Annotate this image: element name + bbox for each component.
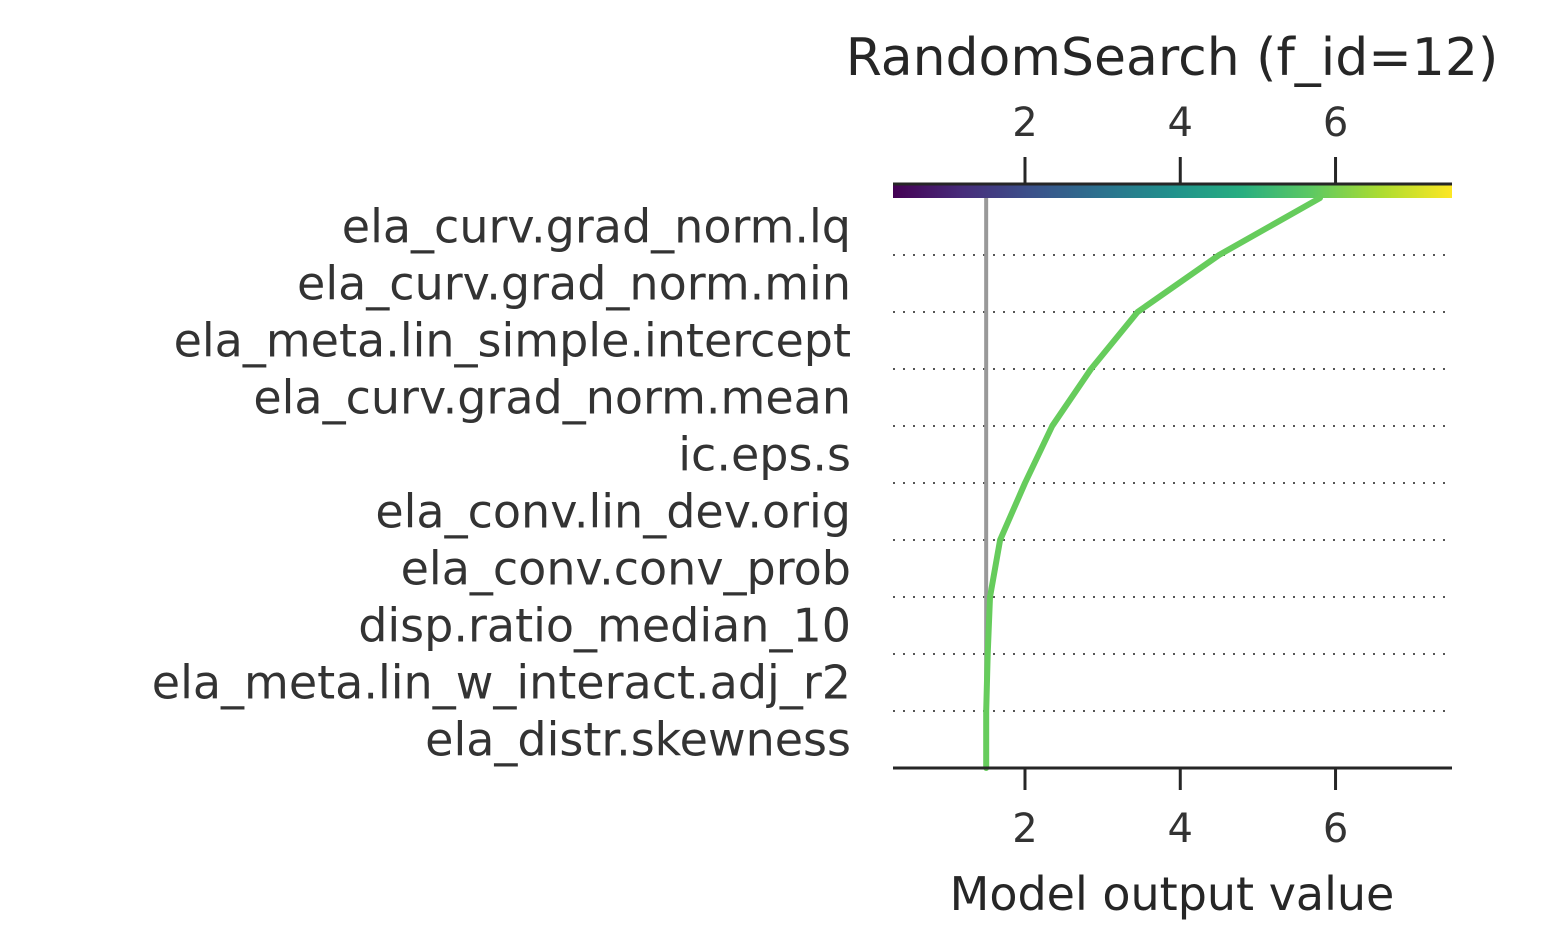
- feature-label: disp.ratio_median_10: [358, 599, 851, 653]
- feature-label: ela_conv.conv_prob: [401, 542, 851, 596]
- feature-label: ela_meta.lin_w_interact.adj_r2: [152, 656, 851, 710]
- feature-label: ela_conv.lin_dev.orig: [375, 485, 851, 539]
- feature-label: ela_curv.grad_norm.lq: [342, 200, 851, 254]
- feature-labels: ela_curv.grad_norm.lqela_curv.grad_norm.…: [152, 200, 851, 767]
- chart-title: RandomSearch (f_id=12): [846, 28, 1499, 88]
- feature-label: ela_curv.grad_norm.mean: [253, 371, 851, 425]
- feature-label: ela_distr.skewness: [425, 713, 851, 767]
- feature-label: ic.eps.s: [678, 428, 851, 482]
- series-layer: [983, 195, 1323, 771]
- axes: 2 2 4 4 6 6: [893, 100, 1452, 852]
- top-tick-label: 4: [1168, 100, 1193, 146]
- colorbar: [893, 184, 1452, 198]
- top-tick-label: 6: [1323, 100, 1348, 146]
- bottom-tick-label: 4: [1168, 806, 1193, 852]
- feature-label: ela_meta.lin_simple.intercept: [174, 314, 851, 368]
- top-tick-label: 2: [1012, 100, 1037, 146]
- decision-path-line: [983, 195, 1323, 771]
- feature-label: ela_curv.grad_norm.min: [297, 257, 851, 311]
- x-axis-label: Model output value: [950, 867, 1395, 921]
- grid-lines: [893, 254, 1448, 712]
- bottom-tick-label: 2: [1012, 806, 1037, 852]
- bottom-tick-label: 6: [1323, 806, 1348, 852]
